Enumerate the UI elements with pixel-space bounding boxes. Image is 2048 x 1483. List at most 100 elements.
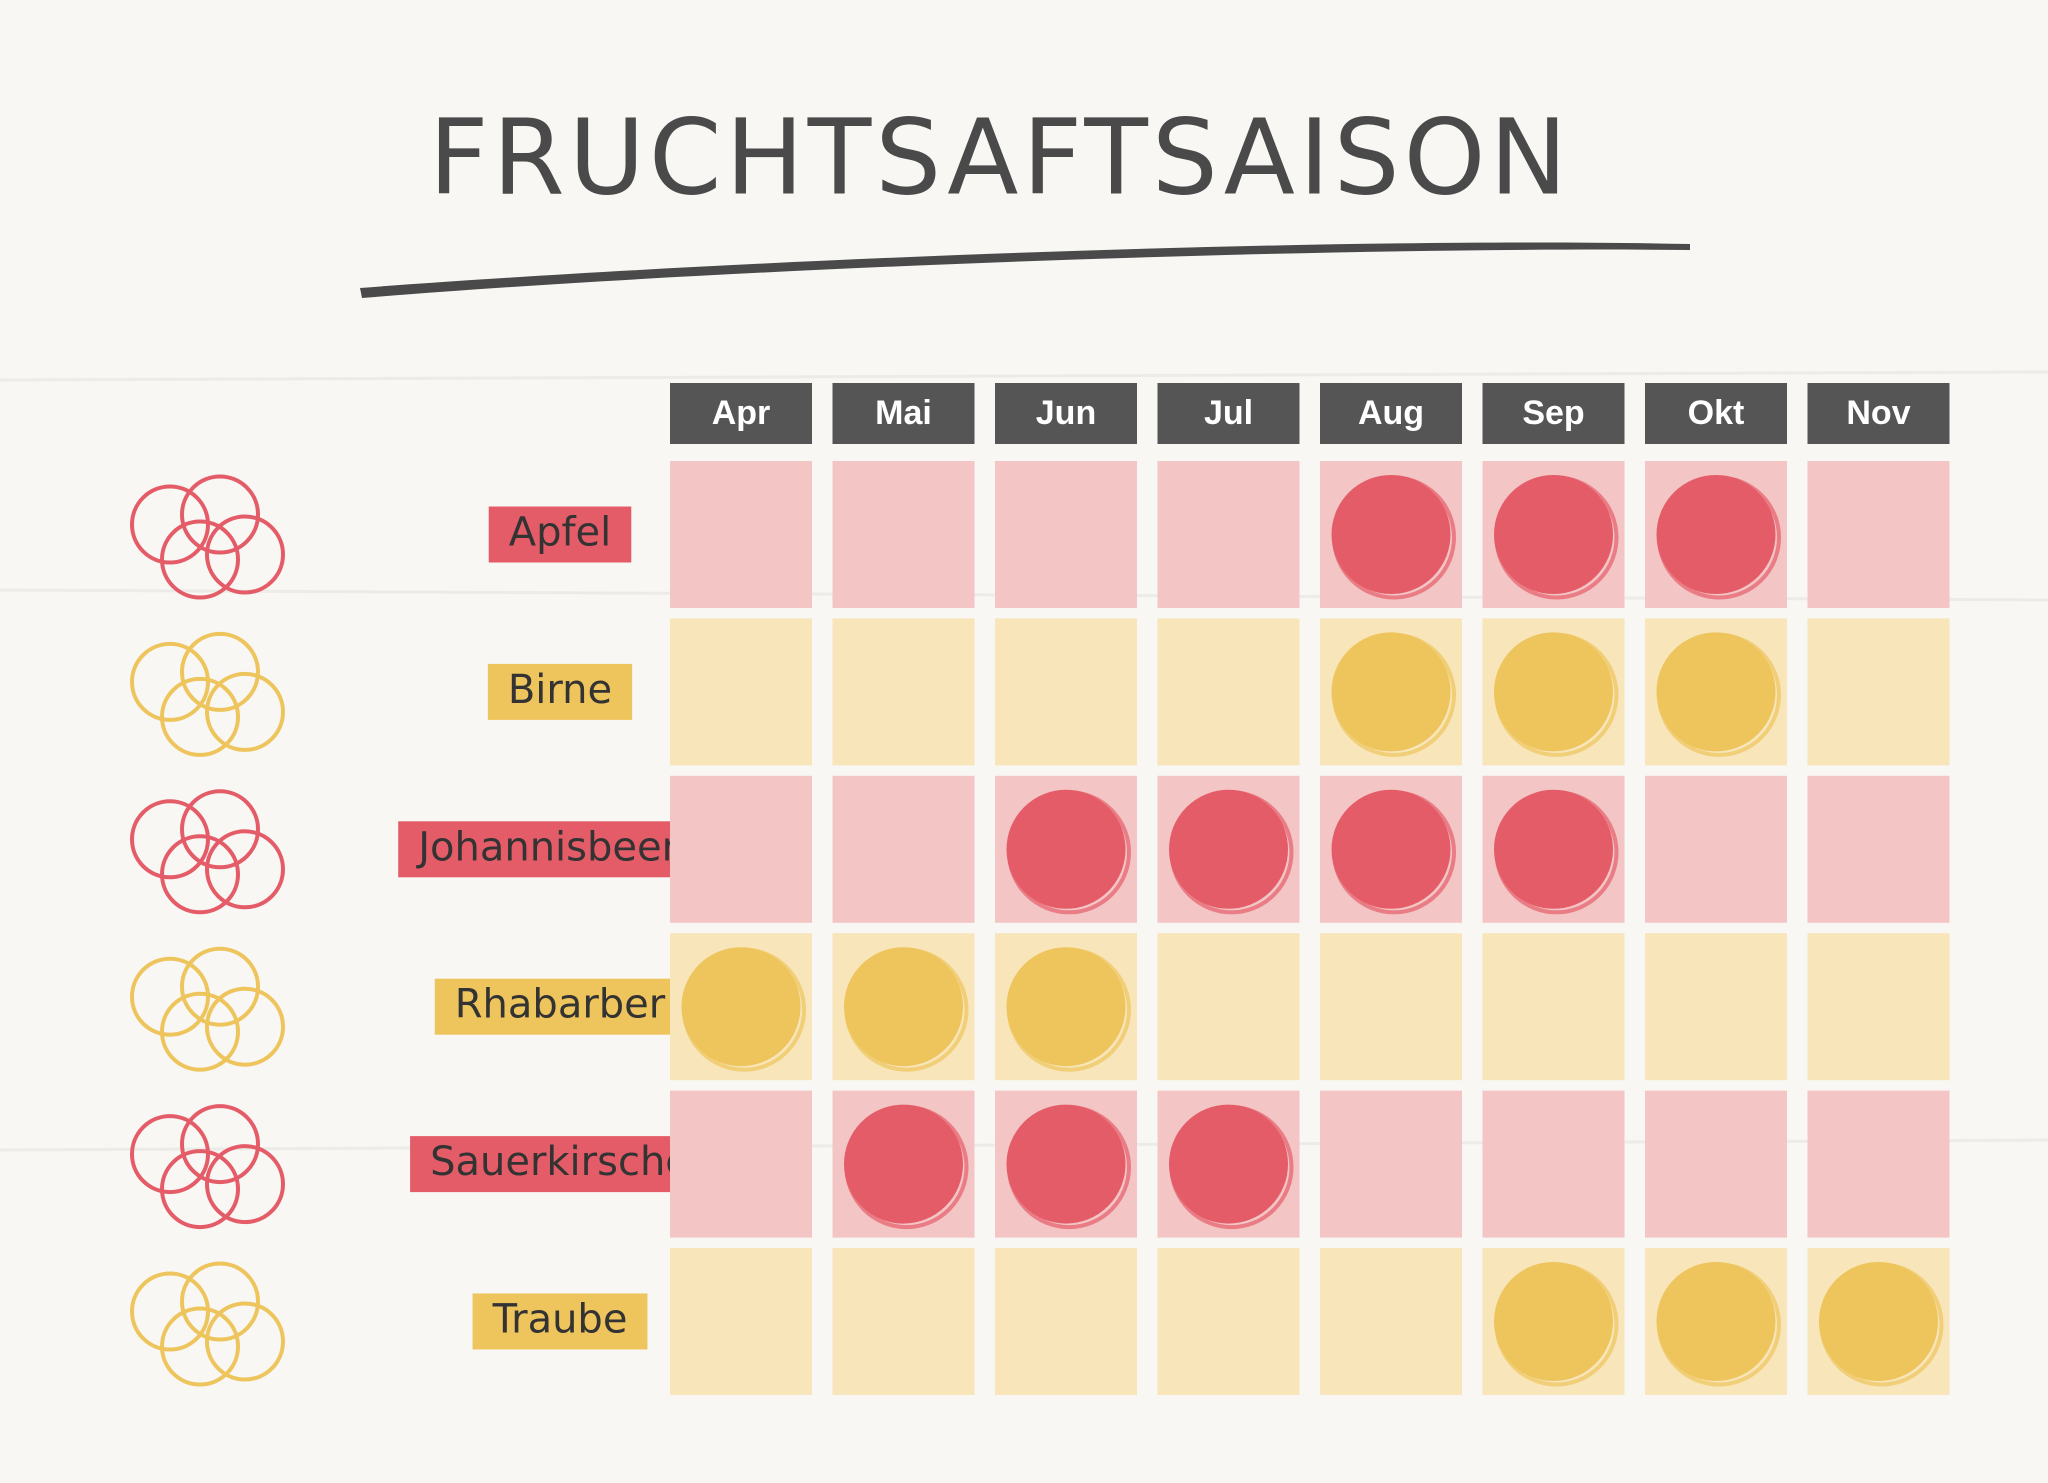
fruit-sketch bbox=[180, 1261, 260, 1342]
fruit-sketch bbox=[160, 676, 240, 757]
fruit-sketch bbox=[205, 829, 285, 910]
fruit-icon bbox=[130, 474, 285, 600]
fruit-sketch bbox=[180, 631, 260, 712]
cell bbox=[1157, 461, 1300, 608]
season-dot bbox=[844, 947, 963, 1067]
month-label: Mai bbox=[875, 394, 932, 432]
fruit-sketch bbox=[160, 991, 240, 1072]
label-tag bbox=[410, 1136, 710, 1193]
fruit-sketch bbox=[205, 671, 285, 752]
label-tag bbox=[398, 821, 722, 878]
fruit-label: Rhabarber bbox=[455, 982, 666, 1028]
cell bbox=[1482, 933, 1625, 1081]
month-label: Jun bbox=[1036, 394, 1096, 432]
month-label: Okt bbox=[1688, 394, 1745, 432]
cell bbox=[1807, 1090, 1950, 1238]
fruit-sketch bbox=[205, 986, 285, 1067]
fruit-label: Sauerkirsche bbox=[430, 1139, 690, 1185]
season-dot bbox=[1656, 632, 1776, 752]
title: FRUCHTSAFTSAISON bbox=[429, 96, 1572, 218]
fruit-label: Apfel bbox=[509, 510, 612, 556]
fruit-icon bbox=[130, 789, 285, 915]
label-tag bbox=[472, 1293, 648, 1350]
season-dot bbox=[1331, 789, 1451, 909]
label-tag bbox=[488, 506, 632, 563]
season-dot bbox=[1819, 1262, 1938, 1381]
fruit-sketch bbox=[130, 1271, 210, 1352]
fruit-sketch bbox=[130, 799, 210, 880]
season-dot bbox=[1006, 1104, 1126, 1224]
fruit-sketch bbox=[180, 474, 260, 555]
cell bbox=[1157, 1248, 1300, 1395]
calendar: Apr Mai Jun Jul Aug Sep Okt Nov Apfel Birne Johann… bbox=[130, 383, 1950, 1395]
label-tag bbox=[434, 978, 686, 1035]
fruit-sketch bbox=[130, 1114, 210, 1195]
season-dot bbox=[1656, 475, 1776, 594]
fruit-sketch bbox=[205, 514, 285, 595]
cell bbox=[1482, 1090, 1625, 1238]
month-header bbox=[1645, 383, 1787, 444]
cell bbox=[670, 1248, 812, 1395]
cell bbox=[1807, 461, 1950, 608]
month-header bbox=[1320, 383, 1462, 444]
fruit-label: Birne bbox=[508, 667, 612, 713]
season-dot bbox=[1006, 789, 1126, 909]
fruit-sketch bbox=[160, 519, 240, 600]
month-header bbox=[832, 383, 975, 444]
month-header bbox=[1157, 383, 1300, 444]
season-dot bbox=[1006, 947, 1126, 1067]
month-header bbox=[670, 383, 812, 444]
cell bbox=[832, 1248, 975, 1395]
month-header bbox=[1482, 383, 1625, 444]
month-label: Apr bbox=[712, 394, 771, 432]
month-header bbox=[1807, 383, 1950, 444]
fruit-sketch bbox=[180, 946, 260, 1027]
season-dot bbox=[1494, 789, 1613, 909]
fruit-sketch bbox=[130, 956, 210, 1037]
fruit-sketch bbox=[160, 1149, 240, 1230]
month-label: Jul bbox=[1204, 394, 1253, 432]
season-dot bbox=[844, 1104, 963, 1224]
cell bbox=[995, 618, 1137, 766]
season-dot bbox=[1494, 475, 1613, 594]
season-dot bbox=[1494, 1262, 1613, 1381]
fruit-sketch bbox=[180, 1104, 260, 1185]
fruit-label: Johannisbeere bbox=[415, 824, 702, 870]
month-label: Nov bbox=[1846, 394, 1910, 432]
cell bbox=[1807, 775, 1950, 923]
cell bbox=[670, 1090, 812, 1238]
cell bbox=[832, 775, 975, 923]
cell bbox=[1645, 775, 1787, 923]
fruit-sketch bbox=[160, 1306, 240, 1387]
fruit-icon bbox=[130, 1104, 285, 1230]
cell bbox=[995, 461, 1137, 608]
season-dot bbox=[681, 947, 801, 1067]
cell bbox=[1807, 933, 1950, 1081]
season-dot bbox=[1656, 1262, 1776, 1381]
cell bbox=[1157, 618, 1300, 766]
season-dot bbox=[1169, 1104, 1288, 1224]
month-label: Aug bbox=[1358, 394, 1424, 432]
cell bbox=[670, 775, 812, 923]
cell bbox=[670, 461, 812, 608]
cell bbox=[1807, 618, 1950, 766]
fruit-sketch bbox=[160, 834, 240, 915]
fruit-sketch bbox=[205, 1301, 285, 1382]
fruit-icon bbox=[130, 1261, 285, 1387]
cell bbox=[832, 618, 975, 766]
cell bbox=[1320, 1248, 1462, 1395]
fruit-sketch bbox=[130, 484, 210, 565]
fruit-icon bbox=[130, 946, 285, 1072]
cell bbox=[832, 461, 975, 608]
season-dot bbox=[1494, 632, 1613, 752]
fruit-label: Traube bbox=[492, 1297, 628, 1343]
fruit-sketch bbox=[180, 789, 260, 870]
month-header bbox=[995, 383, 1137, 444]
month-label: Sep bbox=[1522, 394, 1584, 432]
cell bbox=[1645, 1090, 1787, 1238]
cell bbox=[1320, 933, 1462, 1081]
title-underline bbox=[360, 242, 1690, 298]
cell bbox=[1320, 1090, 1462, 1238]
